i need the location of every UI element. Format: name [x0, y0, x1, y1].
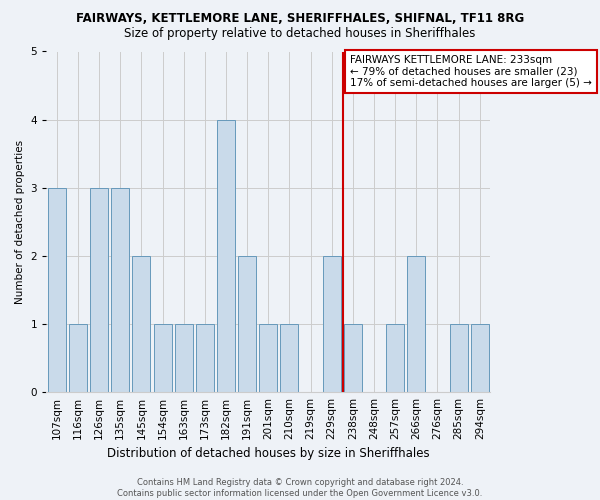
Bar: [154, 324, 172, 392]
Text: Contains HM Land Registry data © Crown copyright and database right 2024.
Contai: Contains HM Land Registry data © Crown c…: [118, 478, 482, 498]
Bar: [471, 324, 489, 392]
Bar: [238, 256, 256, 392]
Bar: [90, 188, 108, 392]
Bar: [344, 324, 362, 392]
Bar: [133, 256, 151, 392]
Bar: [69, 324, 87, 392]
Bar: [280, 324, 298, 392]
Bar: [323, 256, 341, 392]
Bar: [386, 324, 404, 392]
Bar: [217, 120, 235, 392]
Bar: [196, 324, 214, 392]
Bar: [449, 324, 467, 392]
Text: FAIRWAYS, KETTLEMORE LANE, SHERIFFHALES, SHIFNAL, TF11 8RG: FAIRWAYS, KETTLEMORE LANE, SHERIFFHALES,…: [76, 12, 524, 26]
Bar: [48, 188, 66, 392]
Bar: [407, 256, 425, 392]
Bar: [175, 324, 193, 392]
Text: FAIRWAYS KETTLEMORE LANE: 233sqm
← 79% of detached houses are smaller (23)
17% o: FAIRWAYS KETTLEMORE LANE: 233sqm ← 79% o…: [350, 55, 592, 88]
Bar: [111, 188, 129, 392]
Text: Size of property relative to detached houses in Sheriffhales: Size of property relative to detached ho…: [124, 28, 476, 40]
Bar: [259, 324, 277, 392]
Y-axis label: Number of detached properties: Number of detached properties: [15, 140, 25, 304]
X-axis label: Distribution of detached houses by size in Sheriffhales: Distribution of detached houses by size …: [107, 447, 430, 460]
